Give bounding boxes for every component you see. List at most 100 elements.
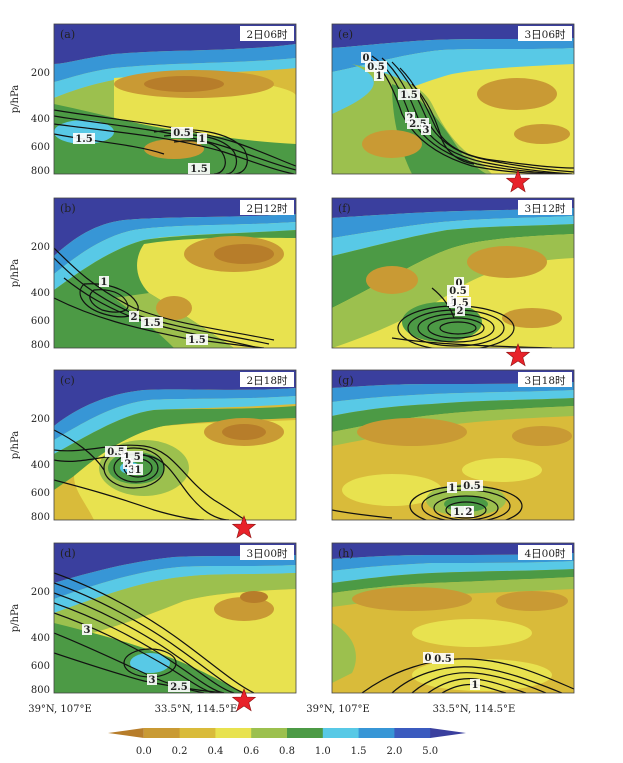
- panel-time-box: [240, 26, 294, 41]
- panel-time-box: [518, 200, 572, 215]
- y-tick-label: 200: [31, 414, 50, 425]
- contour-label-bg: [188, 163, 210, 174]
- contour-label: 1.5: [123, 452, 140, 463]
- colorbar: 0.0 0.2 0.4 0.6 0.8 1.0 1.5 2.0 5.0: [108, 728, 466, 757]
- x-axis-label: 33.5°N, 114.5°E: [155, 704, 238, 715]
- panel-label: (h): [338, 547, 354, 560]
- colorbar-segment: [108, 728, 144, 738]
- colorbar-tick-label: 1.5: [351, 746, 367, 757]
- location-star-icon: [231, 515, 257, 539]
- panel-label: (e): [338, 28, 353, 41]
- contour-label-bg: [121, 451, 143, 462]
- contour-label: 2.5: [409, 119, 426, 130]
- contour-label-bg: [447, 285, 469, 296]
- contour-label: 3: [423, 125, 430, 136]
- colorbar-segment: [251, 728, 288, 738]
- colorbar-segment: [287, 728, 324, 738]
- colorbar-tick-label: 0.6: [243, 746, 259, 757]
- contour-label: 1: [135, 465, 142, 476]
- contour-label: 0.5: [367, 62, 384, 73]
- contour-label: 2: [131, 312, 138, 323]
- contour-label: 2.5: [170, 682, 187, 693]
- contour-label: 1.5: [190, 164, 207, 175]
- contour-label-bg: [73, 133, 95, 144]
- contour-label-bg: [432, 653, 454, 664]
- colorbar-tick-label: 2.0: [386, 746, 402, 757]
- contour-label: 1: [472, 680, 479, 691]
- colorbar-tick-label: 0.0: [136, 746, 152, 757]
- contour-label: 1.5: [143, 318, 160, 329]
- panel-time-label: 3日06时: [524, 29, 566, 41]
- contour-label: 3: [84, 625, 91, 636]
- colorbar-segment: [322, 728, 360, 738]
- y-tick-label: 400: [31, 288, 50, 299]
- colorbar-tick-label: 1.0: [315, 746, 331, 757]
- y-tick-label: 600: [31, 661, 50, 672]
- panel-time-box: [518, 372, 572, 387]
- y-axis-label: p/hPa: [10, 431, 21, 459]
- contour-label-bg: [398, 89, 420, 100]
- location-star-icon: [505, 169, 531, 193]
- x-axis-label: 33.5°N, 114.5°E: [433, 704, 516, 715]
- colorbar-tick-label: 0.8: [279, 746, 295, 757]
- panel-label: (f): [338, 202, 351, 215]
- panel-label: (g): [338, 374, 354, 387]
- panel-label: (c): [60, 374, 75, 387]
- panel-time-box: [240, 200, 294, 215]
- contour-label: 0.5: [463, 481, 480, 492]
- y-tick-label: 400: [31, 633, 50, 644]
- contour-label-bg: [454, 277, 464, 288]
- contour-label-bg: [365, 61, 387, 72]
- panel-h: [331, 542, 575, 694]
- colorbar-segment: [215, 728, 252, 738]
- contour-label-bg: [407, 118, 429, 129]
- contour-label-bg: [171, 127, 193, 138]
- contour-label: 3: [129, 465, 136, 476]
- y-tick-label: 600: [31, 316, 50, 327]
- contour-label: 1: [101, 277, 108, 288]
- location-star-icon: [505, 343, 531, 367]
- contour-label-bg: [421, 124, 431, 135]
- panel-label: (d): [60, 547, 76, 560]
- panel-time-label: 2日18时: [246, 375, 288, 387]
- panel-time-label: 4日00时: [524, 548, 566, 560]
- colorbar-tick-label: 5.0: [422, 746, 438, 757]
- contour-label: 1: [376, 71, 383, 82]
- panel-c: [53, 369, 297, 521]
- colorbar-segment: [143, 728, 181, 738]
- contour-label: 1: [199, 134, 206, 145]
- y-axis-label: p/hPa: [10, 85, 21, 113]
- contour-label: 1.5: [188, 335, 205, 346]
- contour-label-bg: [464, 506, 474, 517]
- panel-time-box: [518, 545, 572, 560]
- contour-label-bg: [133, 464, 143, 475]
- contour-label-bg: [123, 458, 133, 469]
- panel-time-box: [240, 372, 294, 387]
- contour-label-bg: [197, 133, 207, 144]
- y-tick-label: 400: [31, 460, 50, 471]
- panel-f: [331, 197, 575, 349]
- panel-e: [331, 23, 575, 175]
- y-tick-label: 800: [31, 340, 50, 351]
- contour-label-bg: [147, 674, 157, 685]
- y-tick-label: 400: [31, 114, 50, 125]
- contour-label: 0.5: [434, 654, 451, 665]
- contour-label: 0.5: [107, 447, 124, 458]
- panel-time-label: 3日00时: [246, 548, 288, 560]
- panel-d: [53, 542, 297, 694]
- contour-label-bg: [361, 52, 371, 63]
- x-axis-label: 39°N, 107°E: [306, 704, 370, 715]
- colorbar-tick-label: 0.2: [172, 746, 188, 757]
- contour-label: 3: [149, 675, 156, 686]
- contour-label-bg: [82, 624, 92, 635]
- panel-label: (a): [60, 28, 75, 41]
- y-tick-label: 600: [31, 488, 50, 499]
- panel-g: [331, 369, 575, 521]
- colorbar-segment: [430, 728, 466, 738]
- y-tick-label: 600: [31, 142, 50, 153]
- contour-label: 0.5: [173, 128, 190, 139]
- panel-time-label: 2日06时: [246, 29, 288, 41]
- y-tick-label: 800: [31, 685, 50, 696]
- panel-time-label: 3日12时: [524, 203, 566, 215]
